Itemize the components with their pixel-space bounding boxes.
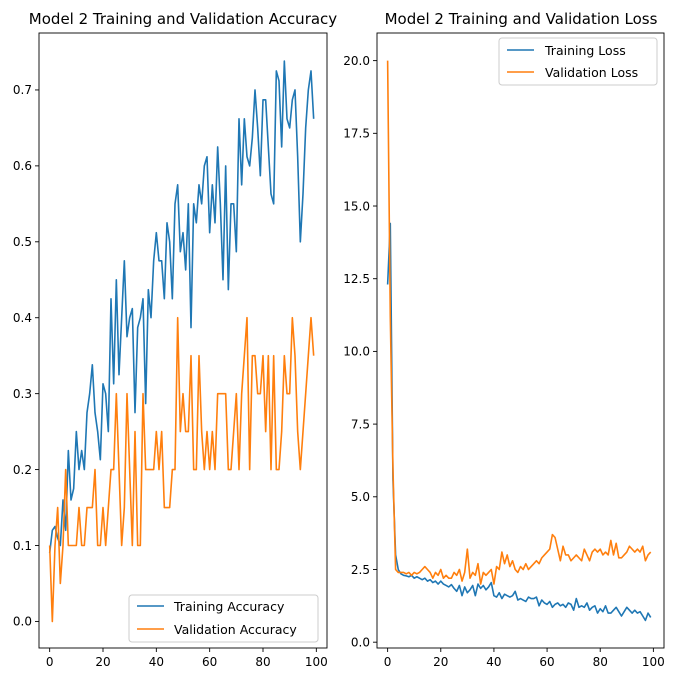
accuracy-x-tick-label: 60 [202,655,217,669]
accuracy-legend: Training Accuracy Validation Accuracy [128,594,319,643]
series-line-validation-loss [386,60,652,585]
legend-label-training-loss: Training Loss [544,43,626,58]
loss-y-axis: 0.0 2.5 5.0 7.5 10.0 12.5 15.0 17.5 20.0 [343,54,377,649]
loss-legend-box [498,37,658,86]
accuracy-y-tick-label: 0.0 [13,615,32,629]
accuracy-series-group [48,60,315,623]
accuracy-x-tick-label: 40 [149,655,164,669]
accuracy-y-tick-label: 0.7 [13,83,32,97]
loss-series-group [386,60,652,622]
accuracy-y-tick-label: 0.4 [13,311,32,325]
accuracy-y-tick-label: 0.1 [13,539,32,553]
loss-x-tick-label: 0 [384,655,392,669]
loss-y-tick-label: 17.5 [343,127,370,141]
loss-x-tick-label: 80 [593,655,608,669]
loss-x-tick-label: 40 [486,655,501,669]
accuracy-chart: Model 2 Training and Validation Accuracy… [13,10,337,669]
accuracy-plot-frame [38,32,328,649]
loss-y-tick-label: 20.0 [343,54,370,68]
accuracy-x-tick-label: 0 [46,655,54,669]
accuracy-x-tick-label: 100 [305,655,328,669]
loss-chart: Model 2 Training and Validation Loss 0 20… [343,10,665,669]
loss-y-tick-label: 10.0 [343,345,370,359]
loss-legend: Training Loss Validation Loss [498,37,658,86]
legend-label-validation-accuracy: Validation Accuracy [174,622,297,637]
accuracy-y-tick-label: 0.3 [13,387,32,401]
series-line-training-accuracy [48,60,315,554]
series-line-training-loss [386,222,652,622]
loss-y-tick-label: 2.5 [351,563,370,577]
loss-y-tick-label: 5.0 [351,490,370,504]
loss-y-tick-label: 12.5 [343,272,370,286]
accuracy-x-tick-label: 20 [95,655,110,669]
loss-x-tick-label: 20 [433,655,448,669]
loss-y-tick-label: 15.0 [343,199,370,213]
accuracy-y-tick-label: 0.5 [13,235,32,249]
accuracy-x-tick-label: 80 [255,655,270,669]
accuracy-chart-title: Model 2 Training and Validation Accuracy [29,10,338,28]
accuracy-y-tick-label: 0.2 [13,463,32,477]
loss-plot-frame [376,32,665,649]
loss-y-tick-label: 0.0 [351,635,370,649]
accuracy-y-tick-label: 0.6 [13,159,32,173]
loss-x-tick-label: 100 [642,655,665,669]
legend-label-training-accuracy: Training Accuracy [173,599,285,614]
accuracy-legend-box [128,594,319,643]
accuracy-x-axis: 0 20 40 60 80 100 [46,648,328,669]
series-line-validation-accuracy [48,316,315,623]
loss-y-tick-label: 7.5 [351,417,370,431]
accuracy-y-axis: 0.0 0.1 0.2 0.3 0.4 0.5 0.6 0.7 [13,83,39,629]
loss-chart-title: Model 2 Training and Validation Loss [385,10,658,28]
loss-x-axis: 0 20 40 60 80 100 [384,648,665,669]
loss-x-tick-label: 60 [539,655,554,669]
legend-label-validation-loss: Validation Loss [545,65,638,80]
